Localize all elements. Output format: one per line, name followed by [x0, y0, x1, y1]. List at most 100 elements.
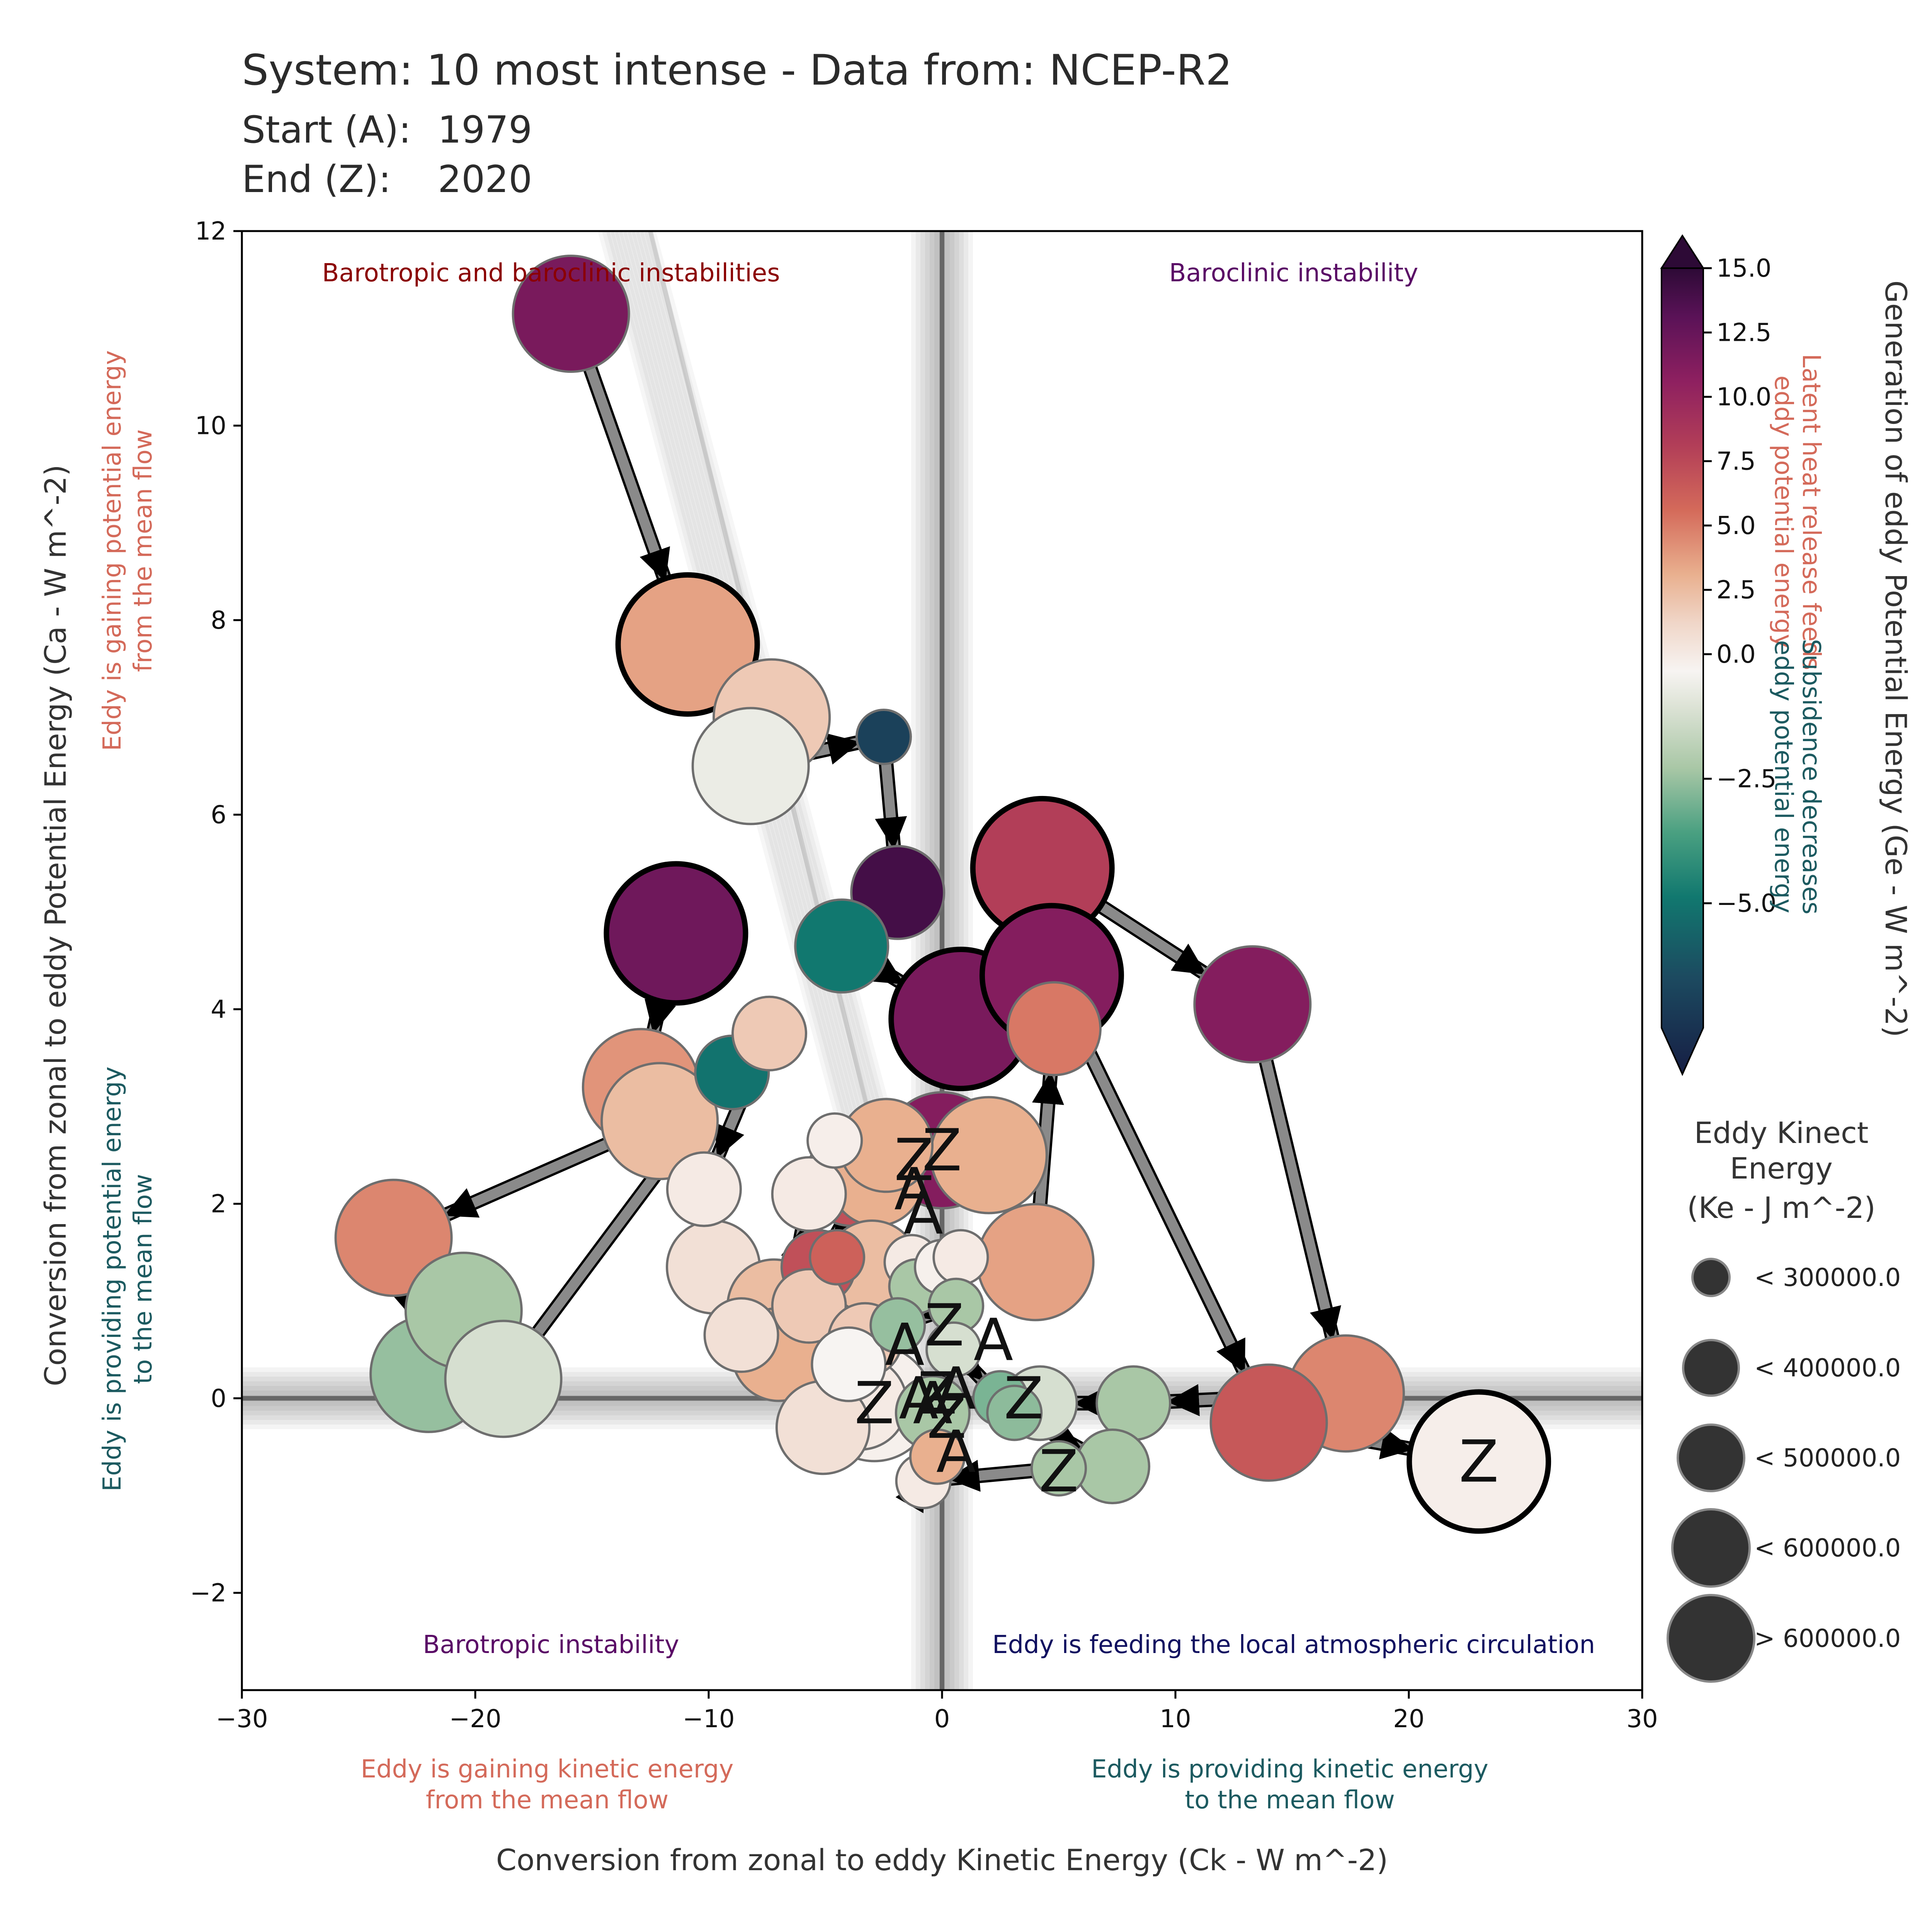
colorbar-tick-label: −2.5	[1716, 765, 1776, 793]
size-legend-label: < 300000.0	[1754, 1264, 1901, 1292]
end-mark: Z	[927, 1384, 967, 1452]
size-legend-label: < 500000.0	[1754, 1444, 1901, 1473]
data-bubble	[1193, 945, 1312, 1064]
x-annotation-right-1: Eddy is providing kinetic energy	[1091, 1755, 1488, 1784]
data-bubble	[731, 995, 808, 1071]
data-bubble	[691, 707, 810, 825]
y-axis-ticks: −2 0 2 4 6 8 10 12	[190, 217, 242, 1607]
start-label: Start (A):	[242, 108, 411, 151]
y-axis-title: Conversion from zonal to eddy Potential …	[38, 464, 73, 1386]
size-legend-label: < 600000.0	[1754, 1534, 1901, 1563]
end-mark: Z	[922, 1117, 962, 1184]
x-tick-label: 30	[1626, 1705, 1658, 1733]
colorbar-tick-label: 5.0	[1716, 512, 1756, 540]
start-mark: A	[913, 1370, 953, 1437]
colorbar-annotation-positive-2: eddy potential energy	[1769, 376, 1798, 649]
data-bubble	[806, 1112, 863, 1169]
x-axis-title: Conversion from zonal to eddy Kinetic En…	[496, 1843, 1388, 1877]
quadrant-label-top-left: Barotropic and baroclinic instabilities	[322, 259, 780, 287]
colorbar-tick-label: 15.0	[1716, 254, 1772, 283]
end-mark: Z	[925, 1292, 964, 1359]
x-tick-label: −20	[449, 1705, 501, 1733]
end-mark: Z	[1459, 1428, 1499, 1495]
end-mark: Z	[894, 1127, 934, 1194]
end-mark: Z	[854, 1370, 894, 1437]
x-tick-label: −30	[216, 1705, 268, 1733]
data-bubble	[1031, 1440, 1087, 1497]
x-annotation-left-1: Eddy is gaining kinetic energy	[361, 1755, 733, 1784]
colorbar-body	[1661, 267, 1704, 1076]
colorbar-ticks: 15.0 12.5 10.0 7.5 5.0 2.5 0.0 −2.5 −5.0	[1703, 254, 1776, 918]
size-legend-marker	[1667, 1594, 1755, 1683]
x-tick-label: 10	[1160, 1705, 1191, 1733]
colorbar-tick-label: 12.5	[1716, 319, 1772, 347]
x-tick-label: −10	[682, 1705, 735, 1733]
data-bubble	[809, 1229, 866, 1286]
data-bubble	[334, 1179, 453, 1297]
size-legend-label: > 600000.0	[1754, 1624, 1901, 1653]
data-bubble	[925, 1321, 982, 1378]
data-bubble	[512, 254, 630, 373]
quadrant-label-bottom-right: Eddy is feeding the local atmospheric ci…	[992, 1631, 1595, 1659]
data-bubble	[986, 1384, 1043, 1441]
colorbar-tick-label: 2.5	[1716, 576, 1756, 605]
data-bubble	[444, 1320, 563, 1438]
y-tick-label: 4	[211, 995, 226, 1024]
start-mark: A	[936, 1355, 976, 1423]
start-mark: A	[885, 1311, 925, 1379]
colorbar	[1660, 234, 1705, 1076]
size-legend-title-3: (Ke - J m^-2)	[1687, 1190, 1876, 1225]
start-mark: A	[894, 1156, 934, 1223]
colorbar-tick-label: 10.0	[1716, 383, 1772, 412]
end-label: End (Z):	[242, 158, 391, 201]
colorbar-tick-label: 0.0	[1716, 640, 1756, 669]
start-mark: A	[903, 1180, 943, 1248]
x-tick-label: 20	[1393, 1705, 1424, 1733]
end-mark: Z	[1004, 1365, 1044, 1432]
data-bubble	[771, 1268, 847, 1344]
x-axis-ticks: −30 −20 −10 0 10 20 30	[216, 1690, 1658, 1733]
data-bubble	[703, 1297, 779, 1373]
size-legend-marker	[1671, 1508, 1751, 1588]
data-bubble	[600, 1062, 719, 1180]
data-bubble	[1406, 1389, 1551, 1534]
data-bubble	[855, 709, 912, 765]
size-legend-title-2: Energy	[1730, 1151, 1833, 1185]
colorbar-title: Generation of eddy Potential Energy (Ge …	[1879, 281, 1913, 1037]
quadrant-label-top-right: Baroclinic instability	[1169, 259, 1418, 287]
x-tick-label: 0	[934, 1705, 950, 1733]
y-annotation-top-2: from the mean flow	[129, 429, 158, 672]
y-annotation-bottom-2: to the mean flow	[129, 1174, 158, 1384]
y-tick-label: −2	[190, 1579, 226, 1607]
x-annotation-right-2: to the mean flow	[1185, 1786, 1395, 1815]
start-mark: A	[899, 1365, 939, 1432]
data-bubble	[811, 1326, 887, 1402]
y-tick-label: 12	[195, 217, 226, 246]
start-mark: A	[936, 1418, 976, 1486]
size-legend-marker	[1677, 1423, 1745, 1492]
quadrant-label-bottom-left: Barotropic instability	[423, 1631, 679, 1659]
start-value: 1979	[438, 108, 532, 151]
end-value: 2020	[438, 158, 532, 201]
size-legend-title-1: Eddy Kinect	[1694, 1116, 1868, 1150]
colorbar-max-extension	[1660, 234, 1705, 269]
y-tick-label: 10	[195, 412, 226, 440]
data-bubble	[1209, 1363, 1328, 1482]
y-tick-label: 6	[211, 801, 226, 829]
size-legend-label: < 400000.0	[1754, 1354, 1901, 1383]
x-annotation-left-2: from the mean flow	[426, 1786, 668, 1815]
colorbar-annotation-negative-2: eddy potential energy	[1769, 640, 1798, 913]
y-annotation-top-1: Eddy is gaining potential energy	[98, 350, 127, 751]
end-mark: Z	[918, 1360, 957, 1427]
data-bubble	[666, 1151, 742, 1227]
data-bubble	[869, 1297, 926, 1354]
size-legend-marker	[1682, 1339, 1740, 1397]
size-legend: < 300000.0 < 400000.0 < 500000.0 < 600000.0…	[1667, 1258, 1901, 1683]
chart-title: System: 10 most intense - Data from: NCE…	[242, 46, 1233, 95]
data-bubble	[794, 898, 889, 994]
end-mark: Z	[1039, 1438, 1079, 1505]
energy-bubbles	[334, 254, 1551, 1534]
start-mark: A	[974, 1307, 1014, 1374]
